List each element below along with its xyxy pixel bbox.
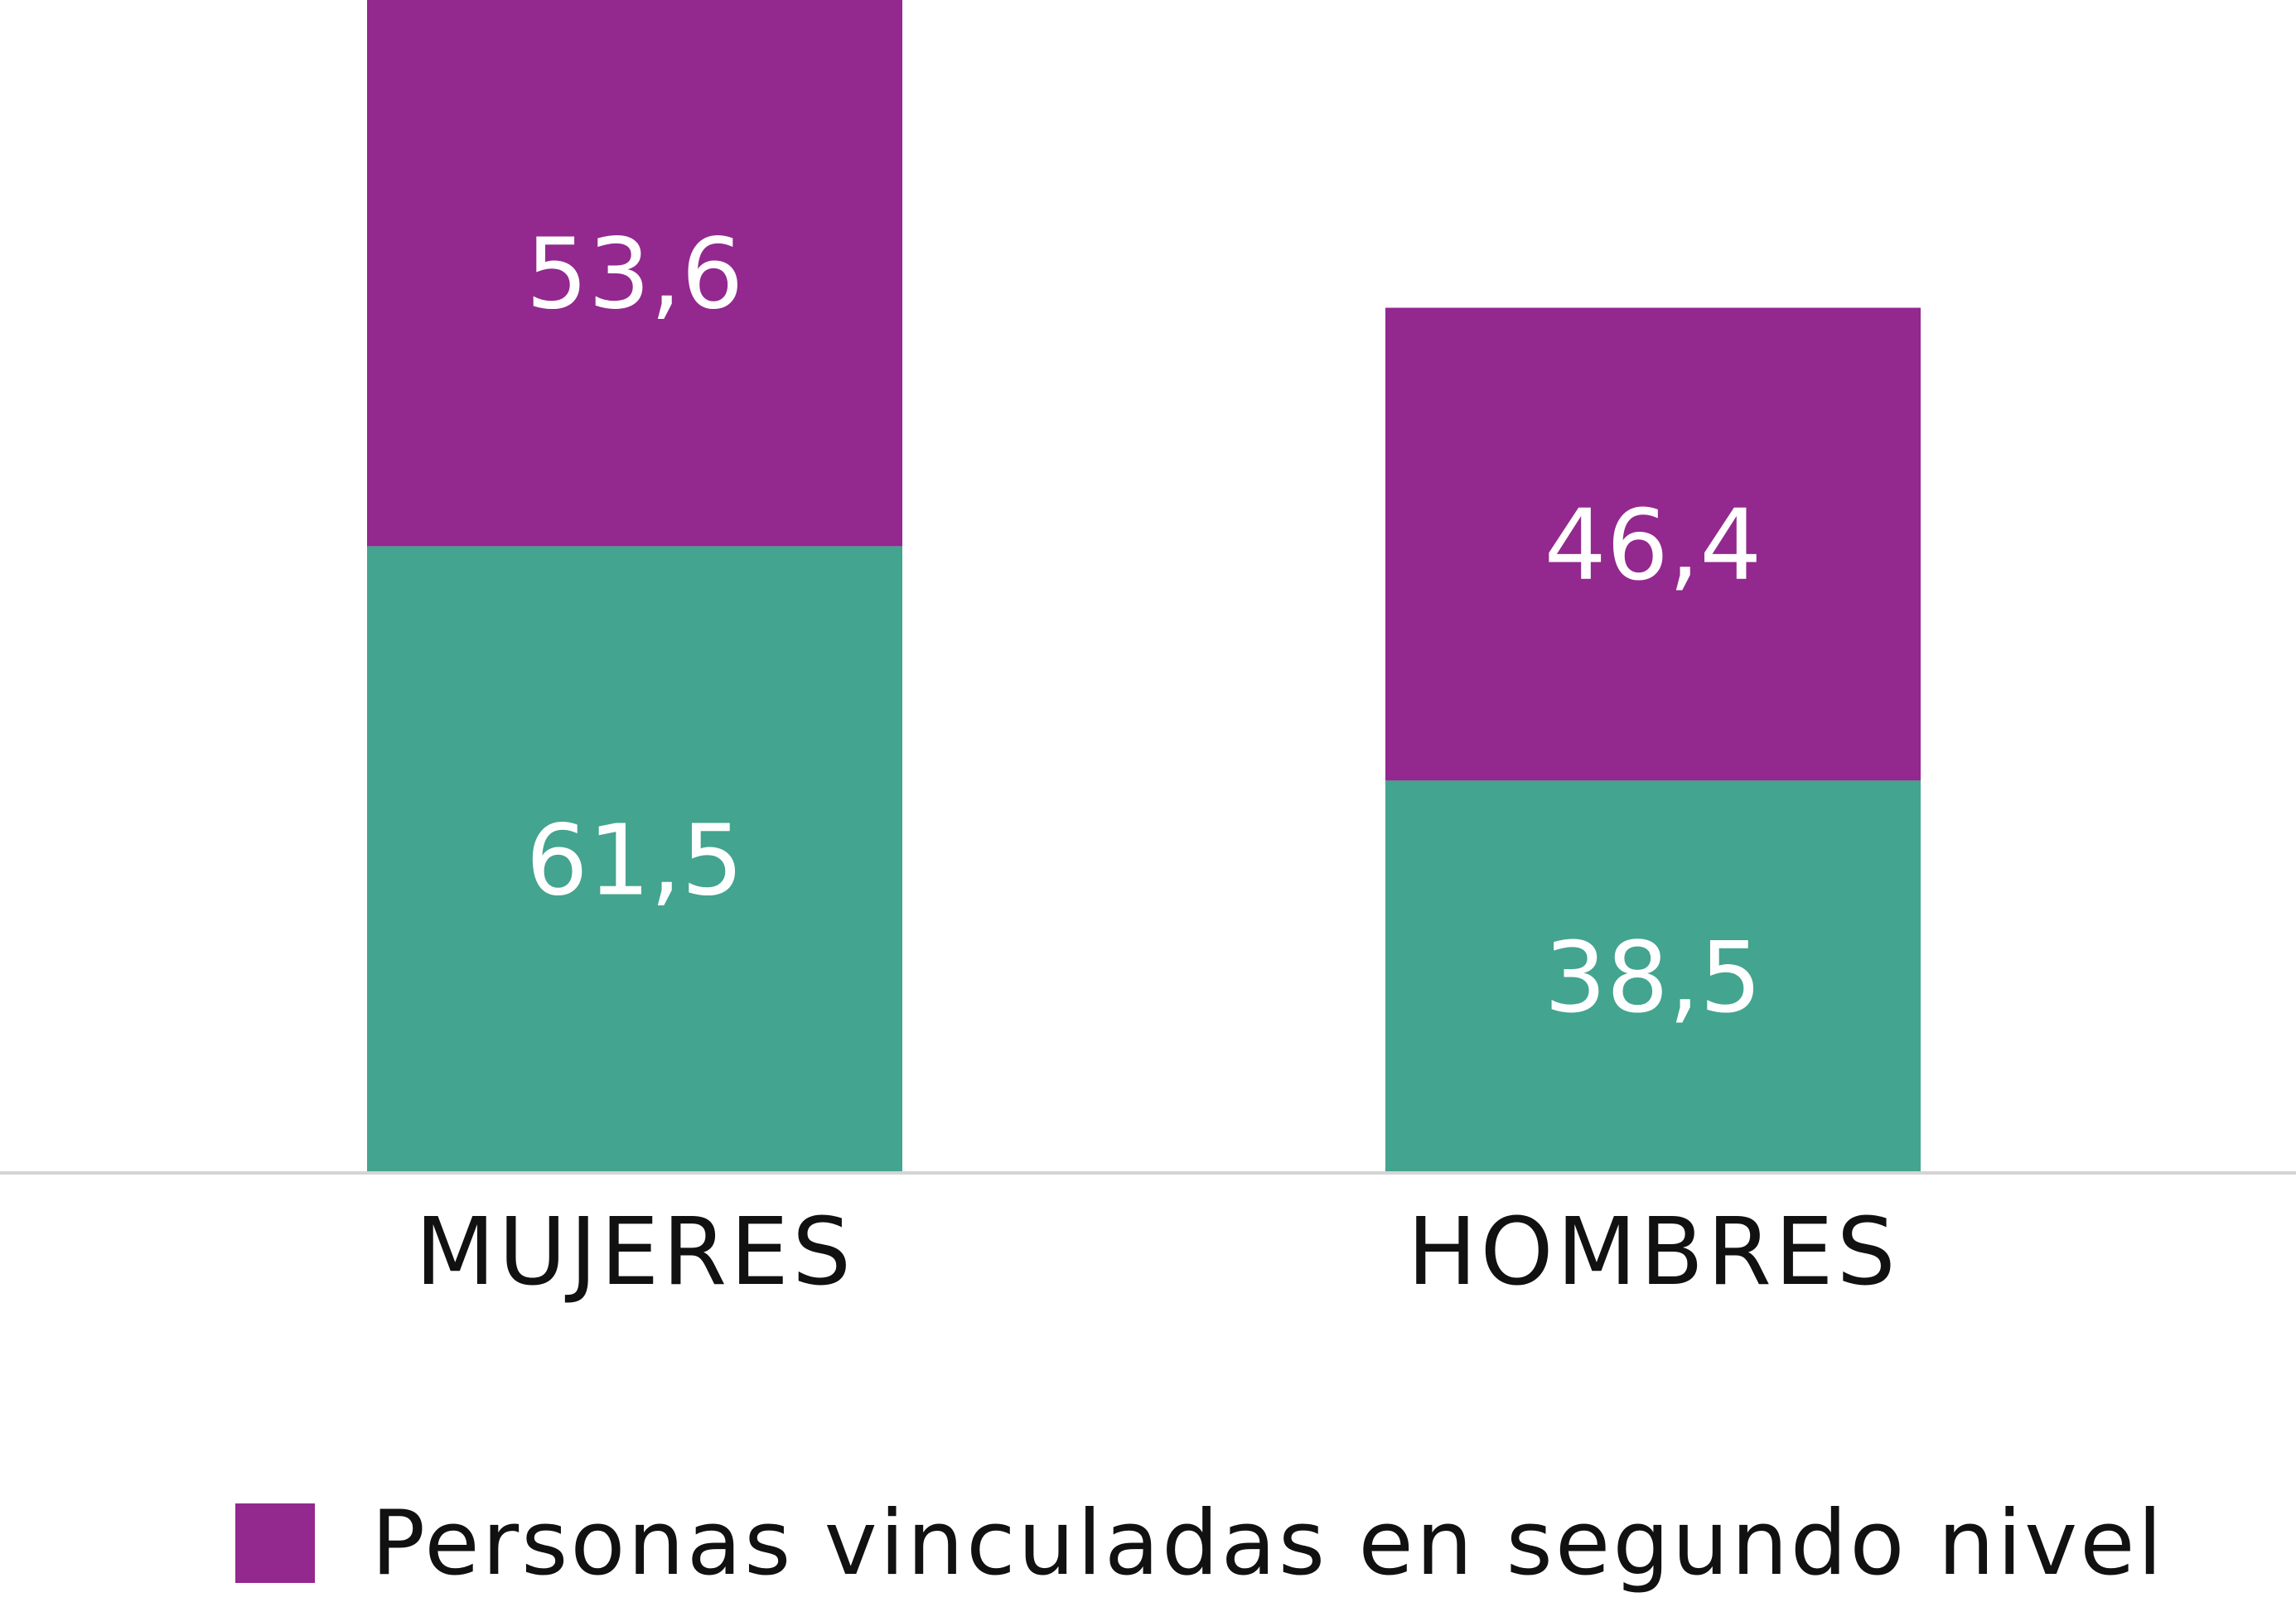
data-label-hombres-series-0: 38,5 (1544, 920, 1762, 1035)
bar-mujeres-series-1 (367, 0, 902, 547)
category-label-mujeres: MUJERES (415, 1199, 854, 1306)
bar-mujeres-series-0 (367, 546, 902, 1173)
data-label-hombres-series-1: 46,4 (1544, 488, 1762, 602)
legend-label: Personas vinculadas en segundo nivel (371, 1492, 2165, 1595)
bar-hombres-series-1 (1385, 307, 1921, 781)
legend: Personas vinculadas en segundo nivel (235, 1492, 2165, 1595)
category-labels: MUJERES HOMBRES (415, 1199, 1899, 1306)
data-label-mujeres-series-0: 61,5 (526, 803, 744, 918)
data-label-mujeres-series-1: 53,6 (526, 217, 744, 331)
labels-layer: 61,5 53,6 38,5 46,4 (526, 217, 1762, 1035)
bar-hombres-series-0 (1385, 780, 1921, 1173)
bars-layer (367, 0, 1921, 1173)
legend-swatch (235, 1503, 315, 1583)
category-label-hombres: HOMBRES (1407, 1199, 1899, 1306)
